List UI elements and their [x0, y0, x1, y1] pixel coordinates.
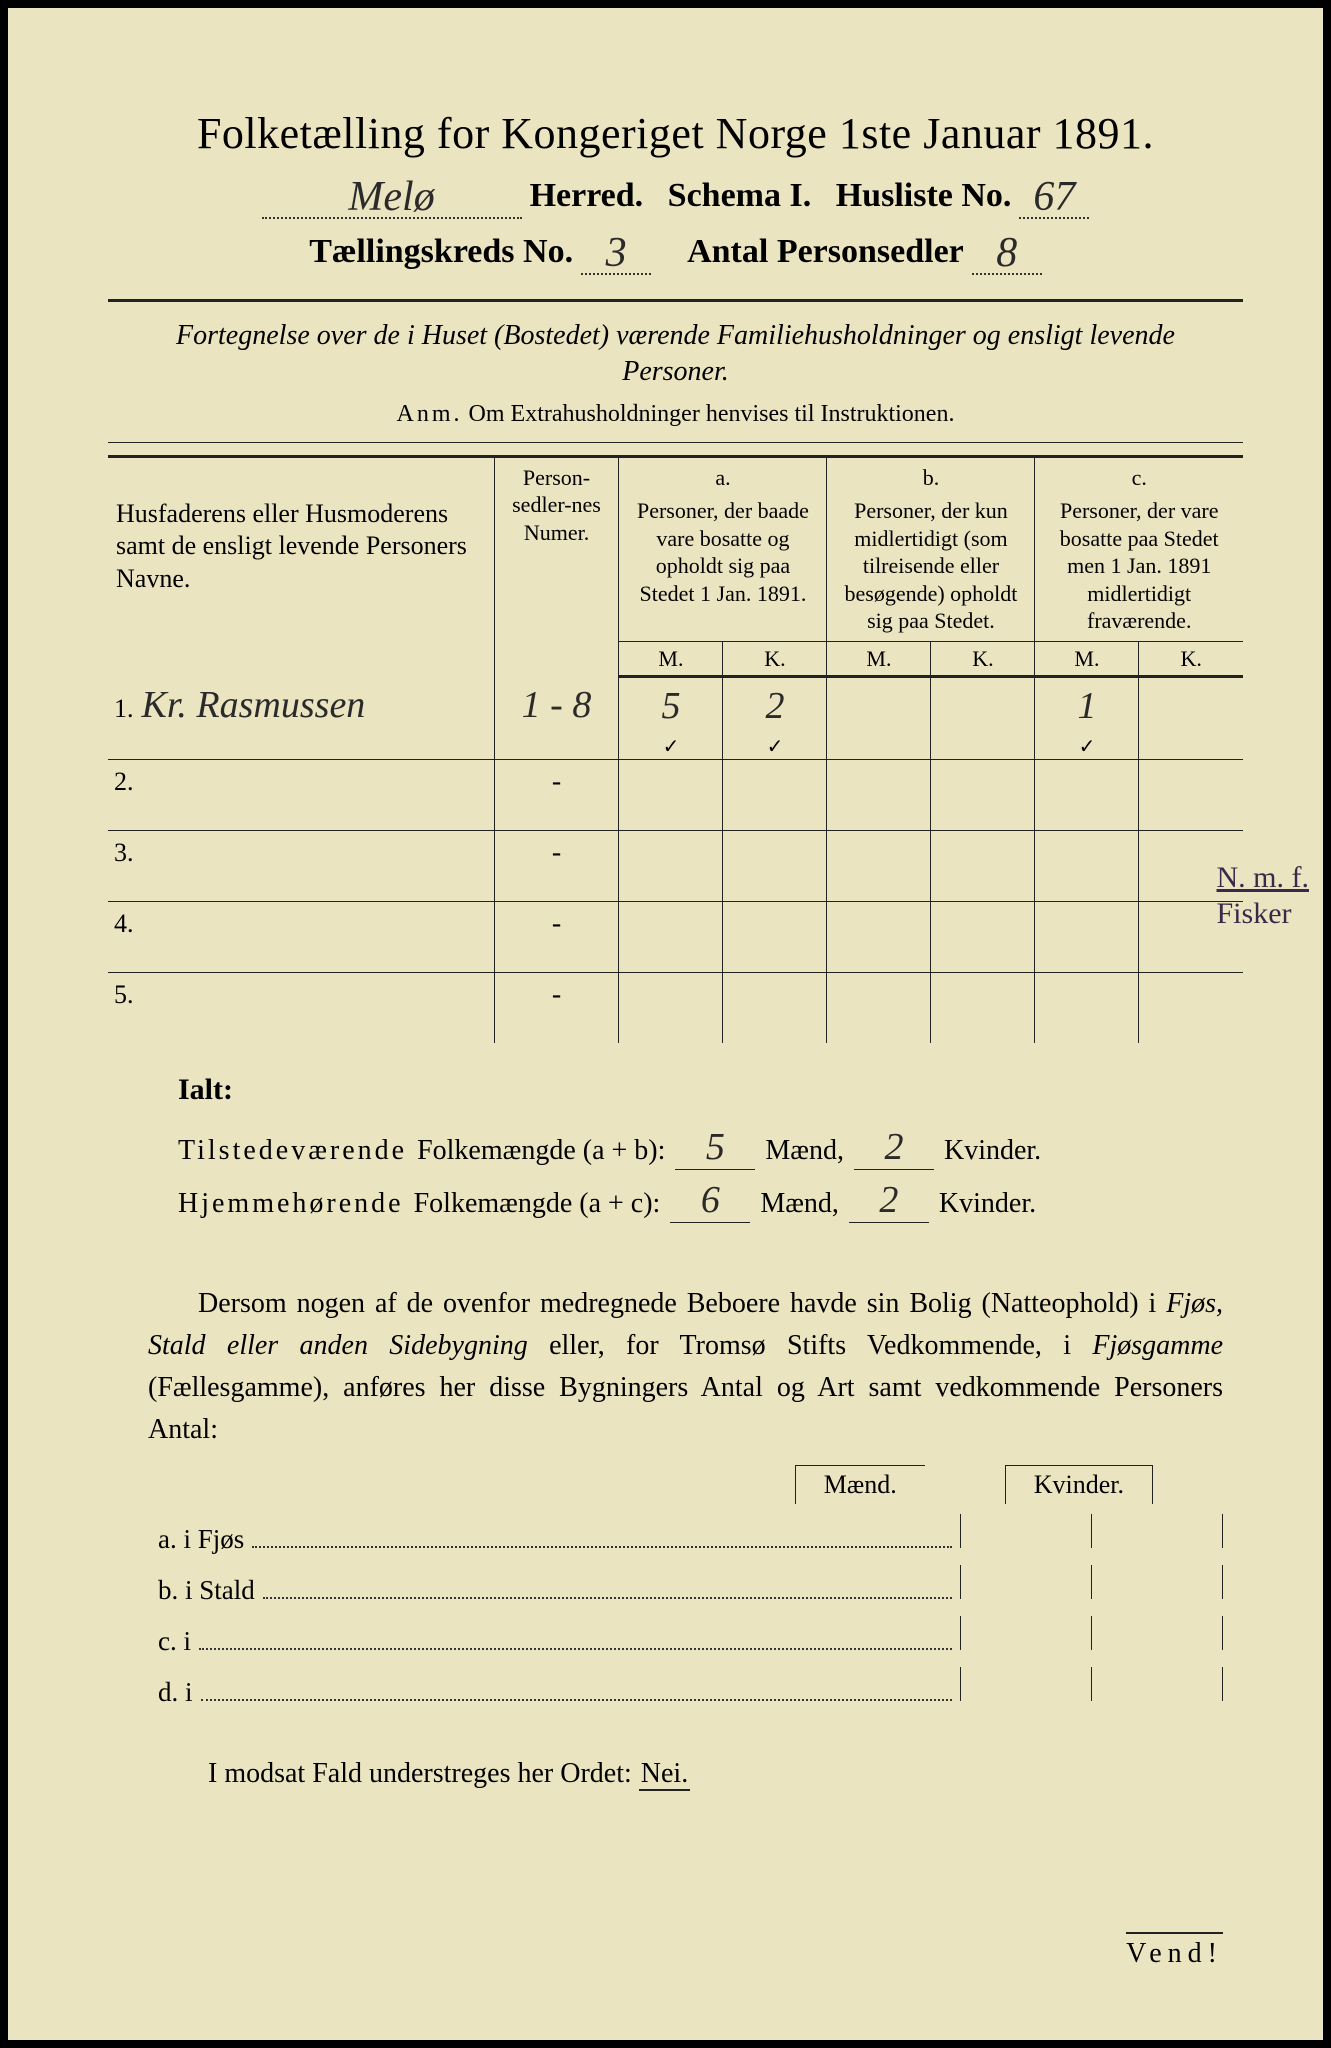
mk-a-k: K.	[723, 641, 827, 677]
outbuilding-list: a. i Fjøs b. i Stald c. i d. i	[158, 1514, 1223, 1708]
kreds-value: 3	[606, 230, 627, 276]
col-b-header: b. Personer, der kun midlertidigt (som t…	[827, 456, 1035, 641]
mk-b-k: K.	[931, 641, 1035, 677]
mk-headers: Mænd. Kvinder.	[108, 1465, 1153, 1504]
list-item: d. i	[158, 1667, 1223, 1708]
herred-label: Herred.	[530, 177, 644, 215]
mk-b-m: M.	[827, 641, 931, 677]
kreds-label: Tællingskreds No.	[309, 233, 573, 271]
list-item: b. i Stald	[158, 1565, 1223, 1606]
nei-line: I modsat Fald understreges her Ordet: Ne…	[208, 1758, 1243, 1790]
husliste-value: 67	[1033, 174, 1075, 220]
header-line-1: Melø Herred. Schema I. Husliste No. 67	[108, 169, 1243, 219]
table-row: 4. -	[108, 902, 1243, 973]
ialt-label: Ialt:	[178, 1073, 1243, 1107]
census-form-page: Folketælling for Kongeriget Norge 1ste J…	[0, 0, 1331, 2048]
table-row: 1.Kr. Rasmussen 1 - 8 5✓ 2✓ 1✓	[108, 677, 1243, 760]
mk-c-k: K.	[1139, 641, 1243, 677]
margin-note: N. m. f. Fisker	[1217, 860, 1310, 932]
personsedler-value: 8	[996, 230, 1017, 276]
mk-a-m: M.	[619, 641, 723, 677]
kvinder-header: Kvinder.	[1005, 1465, 1153, 1504]
ialt-row-1: Tilstedeværende Folkemængde (a + b): 5 M…	[178, 1125, 1243, 1170]
subtitle: Fortegnelse over de i Huset (Bostedet) v…	[148, 318, 1203, 391]
header-line-2: Tællingskreds No. 3 Antal Personsedler 8	[108, 225, 1243, 275]
divider	[108, 299, 1243, 302]
ialt-row-2: Hjemmehørende Folkemængde (a + c): 6 Mæn…	[178, 1178, 1243, 1223]
col-name-header: Husfaderens eller Husmoderens samt de en…	[108, 456, 494, 677]
list-item: a. i Fjøs	[158, 1514, 1223, 1555]
page-title: Folketælling for Kongeriget Norge 1ste J…	[108, 108, 1243, 159]
divider-thin	[108, 442, 1243, 443]
col-c-header: c. Personer, der vare bosatte paa Stedet…	[1035, 456, 1243, 641]
list-item: c. i	[158, 1616, 1223, 1657]
husliste-label: Husliste No.	[836, 177, 1012, 215]
ialt-block: Ialt: Tilstedeværende Folkemængde (a + b…	[178, 1073, 1243, 1223]
herred-value: Melø	[348, 174, 434, 220]
personsedler-label: Antal Personsedler	[687, 233, 964, 271]
outbuilding-paragraph: Dersom nogen af de ovenfor medregnede Be…	[148, 1283, 1223, 1451]
mk-c-m: M.	[1035, 641, 1139, 677]
col-a-header: a. Personer, der baade vare bosatte og o…	[619, 456, 827, 641]
table-row: 5. -	[108, 973, 1243, 1044]
anm-line: Anm. Om Extrahusholdninger henvises til …	[108, 401, 1243, 428]
table-row: 2. -	[108, 760, 1243, 831]
schema-label: Schema I.	[668, 177, 812, 215]
maend-header: Mænd.	[795, 1465, 925, 1504]
anm-text: Om Extrahusholdninger henvises til Instr…	[469, 401, 955, 427]
census-table: Husfaderens eller Husmoderens samt de en…	[108, 455, 1243, 1044]
anm-label: Anm.	[397, 401, 463, 427]
col-ps-header: Person-sedler-nes Numer.	[494, 456, 619, 677]
table-row: 3. -	[108, 831, 1243, 902]
nei-word: Nei.	[639, 1758, 690, 1791]
vend-label: Vend!	[1126, 1932, 1223, 1970]
